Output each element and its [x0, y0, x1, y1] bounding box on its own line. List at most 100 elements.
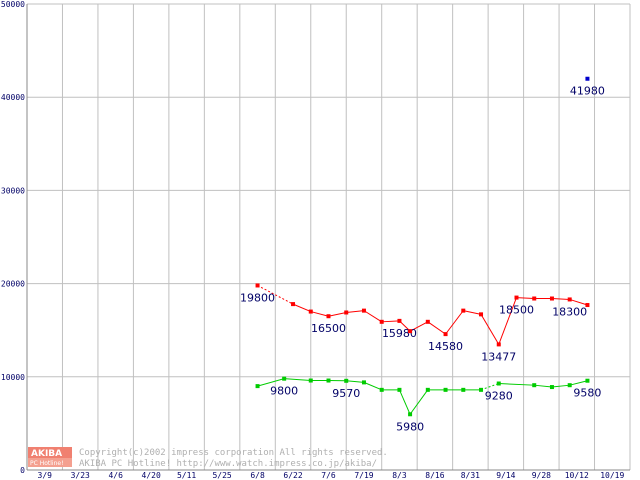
series-segment	[310, 311, 329, 317]
x-tick-label: 10/19	[600, 471, 624, 480]
data-label: 14580	[428, 340, 463, 353]
data-point	[479, 387, 484, 392]
data-point	[326, 314, 331, 319]
data-point	[443, 387, 448, 392]
data-point	[344, 378, 349, 383]
data-point	[496, 342, 501, 347]
data-point	[585, 303, 590, 308]
x-tick-label: 9/14	[496, 471, 515, 480]
x-tick-label: 7/6	[321, 471, 336, 480]
series-segment	[363, 310, 382, 323]
x-tick-label: 6/22	[283, 471, 302, 480]
series-layer: 19800 16500 15980 14580 13477 18500 18300 9800 9…	[240, 76, 605, 433]
data-label: 18300	[552, 305, 587, 318]
series-segment	[381, 320, 400, 323]
data-point	[379, 319, 384, 324]
data-point	[308, 378, 313, 383]
data-point	[425, 387, 430, 392]
data-point	[532, 383, 537, 388]
data-label: 9280	[485, 390, 513, 403]
data-label: 5980	[396, 420, 424, 433]
data-label: 9580	[573, 387, 601, 400]
series-segment	[427, 321, 446, 335]
series-segment	[409, 321, 429, 332]
series-segment	[346, 310, 365, 313]
copyright-line: Copyright(c)2002 impress corporation All…	[79, 448, 388, 458]
x-tick-label: 9/28	[532, 471, 551, 480]
data-point	[361, 380, 366, 385]
data-point	[361, 308, 366, 313]
series-segment	[534, 384, 553, 388]
y-tick-label: 30000	[1, 186, 25, 195]
x-tick-label: 4/6	[108, 471, 123, 480]
x-tick-label: 7/19	[354, 471, 373, 480]
series-segment	[551, 384, 570, 388]
data-point	[479, 312, 484, 317]
data-point	[567, 383, 572, 388]
data-point	[291, 302, 296, 307]
data-label: 13477	[481, 350, 516, 363]
grid	[26, 3, 631, 471]
y-tick-label: 20000	[1, 280, 25, 289]
series-segment	[292, 303, 311, 313]
x-tick-label: 4/20	[142, 471, 161, 480]
data-point	[408, 412, 413, 417]
series-segment	[409, 389, 429, 415]
data-point	[255, 384, 260, 389]
x-tick-label: 5/11	[177, 471, 196, 480]
data-point	[461, 308, 466, 313]
data-point	[585, 378, 590, 383]
series-segment	[346, 380, 365, 383]
data-point	[549, 385, 554, 390]
series-segment	[463, 310, 482, 315]
series-segment	[480, 314, 500, 345]
akiba-logo-top	[28, 447, 72, 458]
x-tick-label: 3/23	[71, 471, 90, 480]
data-label: 9570	[332, 387, 360, 400]
y-tick-label: 50000	[1, 0, 25, 9]
x-tick-label: 3/9	[38, 471, 53, 480]
data-point	[532, 296, 537, 301]
y-tick-label: 10000	[1, 373, 25, 382]
data-point	[397, 318, 402, 323]
data-point	[585, 76, 590, 81]
data-point	[344, 310, 349, 315]
x-tick-label: 10/12	[565, 471, 589, 480]
series-segment	[363, 381, 382, 391]
series-segment	[284, 378, 311, 382]
data-point	[425, 319, 430, 324]
data-label: 41980	[570, 85, 605, 98]
series-segment	[257, 285, 294, 305]
data-point	[496, 381, 501, 386]
x-tick-label: 8/31	[461, 471, 480, 480]
data-point	[308, 309, 313, 314]
data-point	[567, 297, 572, 302]
data-point	[397, 387, 402, 392]
data-label: 15980	[382, 327, 417, 340]
data-point	[282, 376, 287, 381]
series-segment	[569, 298, 588, 306]
series-segment	[445, 310, 464, 335]
data-point	[408, 329, 413, 334]
y-tick-label: 0	[20, 466, 25, 475]
data-point	[326, 378, 331, 383]
x-tick-label: 5/25	[212, 471, 231, 480]
series-segment	[498, 383, 535, 386]
data-point	[255, 283, 260, 288]
data-point	[514, 295, 519, 300]
akiba-logo-bottom	[28, 458, 72, 467]
data-point	[379, 387, 384, 392]
akiba-logo-subtext: PC Hotline!	[30, 460, 63, 467]
data-label: 16500	[311, 322, 346, 335]
data-label: 19800	[240, 291, 275, 304]
copyright-watermark: AKIBA PC Hotline! Copyright(c)2002 impre…	[28, 447, 388, 469]
x-tick-label: 8/3	[392, 471, 407, 480]
series-segment	[480, 383, 499, 391]
data-label: 9800	[270, 385, 298, 398]
series-segment	[498, 297, 517, 345]
series-segment	[398, 389, 411, 415]
site-url-line: AKIBA PC Hotline! http://www.watch.impre…	[79, 459, 377, 469]
series-segment	[551, 298, 570, 300]
